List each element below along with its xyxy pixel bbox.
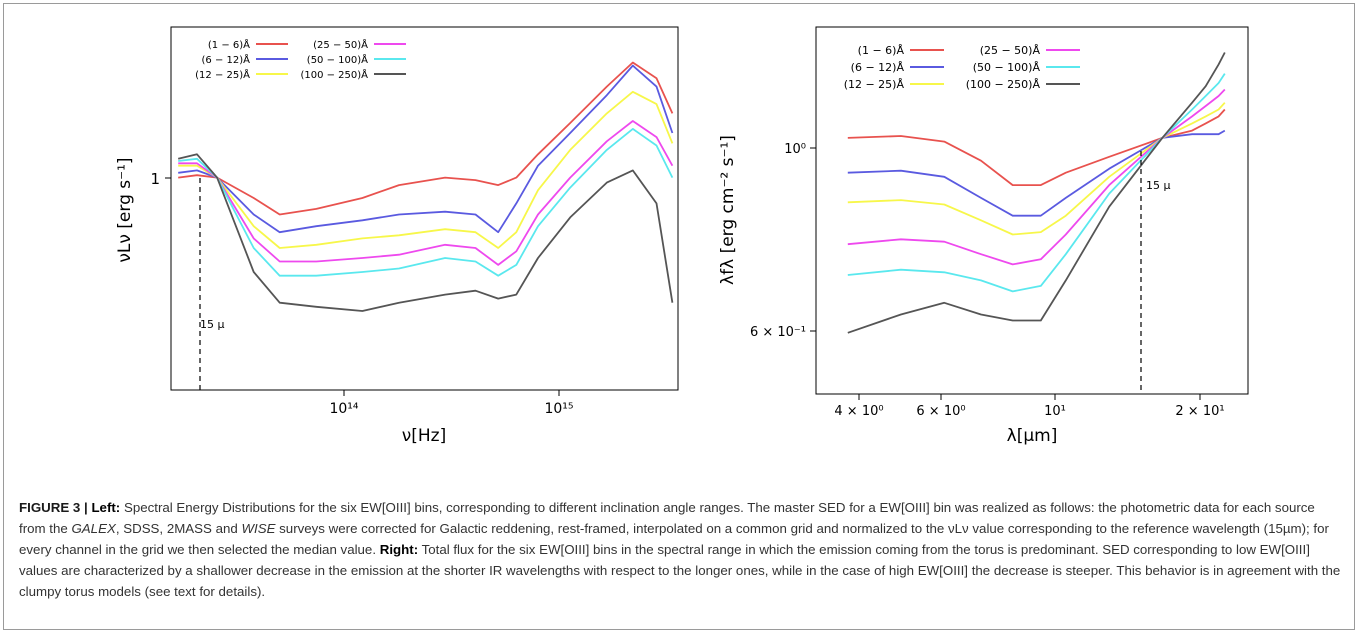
- left-legend-label-6: (100 − 250)Å: [300, 68, 368, 81]
- left-ylabel: νLν [erg s⁻¹]: [115, 157, 135, 262]
- right-xtick-label-3: 10¹: [1044, 404, 1066, 419]
- left-xlabel: ν[Hz]: [402, 426, 446, 446]
- left-series-group: [177, 61, 674, 312]
- left-xtick-label-1: 10¹⁴: [329, 401, 358, 417]
- left-ytick-label-1: 1: [150, 170, 160, 188]
- right-xtick-label-4: 2 × 10¹: [1175, 404, 1224, 419]
- right-annotation: 15 μ: [1146, 179, 1171, 192]
- caption-right-label: Right:: [379, 542, 419, 557]
- left-axes-frame: [170, 26, 679, 391]
- right-series-line-6: [847, 52, 1226, 334]
- left-series-line-2: [178, 64, 674, 234]
- right-series-line-5: [847, 73, 1226, 293]
- caption-text-2: , SDSS, 2MASS and: [115, 521, 242, 536]
- figure-label: FIGURE 3 |: [19, 500, 92, 515]
- left-panel: 15 μ 10¹⁴ 10¹⁵ 1 ν[Hz] νLν [erg s⁻¹] (1 …: [115, 26, 679, 446]
- left-series-line-1: [178, 61, 674, 216]
- right-xtick-label-1: 4 × 10⁰: [834, 404, 883, 419]
- left-legend: (1 − 6)Å (6 − 12)Å (12 − 25)Å (25 − 50)Å (50…: [195, 38, 406, 81]
- caption-wise: WISE: [241, 521, 276, 536]
- caption-galex: GALEX: [71, 521, 116, 536]
- right-xlabel: λ[μm]: [1007, 426, 1058, 446]
- left-legend-label-1: (1 − 6)Å: [208, 38, 250, 51]
- figure-frame: [3, 3, 1355, 630]
- left-series-line-4: [178, 120, 674, 266]
- right-legend-label-3: (12 − 25)Å: [844, 78, 905, 91]
- right-series-line-4: [847, 88, 1226, 266]
- left-legend-label-5: (50 − 100)Å: [307, 53, 368, 66]
- left-xtick-label-2: 10¹⁵: [544, 401, 573, 417]
- left-series-line-3: [178, 90, 674, 249]
- right-legend-label-1: (1 − 6)Å: [858, 44, 905, 57]
- right-ytick-label-2: 6 × 10⁻¹: [750, 325, 806, 340]
- left-legend-label-4: (25 − 50)Å: [313, 38, 368, 51]
- right-axes-frame: [815, 26, 1249, 395]
- left-annotation: 15 μ: [200, 318, 225, 331]
- right-legend-label-2: (6 − 12)Å: [851, 61, 905, 74]
- right-ytick-label-1: 10⁰: [784, 142, 806, 157]
- caption-text-3: surveys were corrected for Galactic redd…: [19, 521, 1329, 557]
- caption-text-4: Total flux for the six EW[OIII] bins in …: [19, 542, 1341, 599]
- right-series-line-2: [847, 129, 1226, 217]
- right-series-line-3: [847, 102, 1226, 236]
- right-legend-label-5: (50 − 100)Å: [973, 61, 1041, 74]
- left-legend-label-2: (6 − 12)Å: [202, 53, 251, 66]
- right-ylabel: λfλ [erg cm⁻² s⁻¹]: [718, 135, 738, 285]
- left-series-line-5: [178, 127, 674, 277]
- caption-left-label: Left:: [91, 500, 121, 515]
- right-series-group: [847, 52, 1226, 334]
- left-series-line-6: [177, 153, 674, 312]
- right-legend: (1 − 6)Å (6 − 12)Å (12 − 25)Å (25 − 50)Å (50…: [844, 44, 1080, 91]
- right-legend-label-4: (25 − 50)Å: [980, 44, 1041, 57]
- right-xtick-label-2: 6 × 10⁰: [916, 404, 965, 419]
- right-series-line-1: [847, 108, 1226, 187]
- right-legend-label-6: (100 − 250)Å: [966, 78, 1041, 91]
- left-legend-label-3: (12 − 25)Å: [195, 68, 250, 81]
- caption-text-1: Spectral Energy Distributions for the si…: [19, 500, 1315, 536]
- figure-caption: FIGURE 3 | Left: Spectral Energy Distrib…: [19, 497, 1341, 602]
- right-panel: 15 μ 4 × 10⁰ 6 × 10⁰ 10¹ 2 × 10¹ 10⁰ 6 ×…: [718, 26, 1249, 446]
